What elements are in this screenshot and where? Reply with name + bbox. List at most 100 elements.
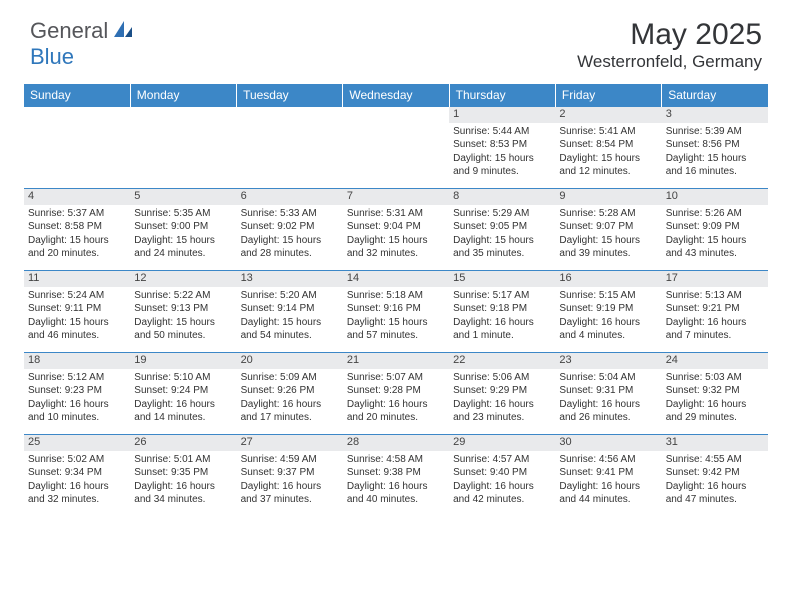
sunrise-line: Sunrise: 5:20 AM [241,289,339,303]
day-data-cell: Sunrise: 5:06 AMSunset: 9:29 PMDaylight:… [449,369,555,435]
sunset-line: Sunset: 9:32 PM [666,384,764,398]
location: Westerronfeld, Germany [577,52,762,72]
sunrise-line: Sunrise: 5:17 AM [453,289,551,303]
day-number-cell: 18 [24,353,130,369]
sunset-line: Sunset: 9:34 PM [28,466,126,480]
sunset-line: Sunset: 9:18 PM [453,302,551,316]
day-number-cell: 20 [237,353,343,369]
data-row: Sunrise: 5:02 AMSunset: 9:34 PM Daylight:… [24,451,768,517]
sunrise-line: Sunrise: 5:07 AM [347,371,445,385]
daylight-line: Daylight: 15 hours and 9 minutes. [453,152,551,179]
day-header-row: SundayMondayTuesdayWednesdayThursdayFrid… [24,84,768,107]
day-number-cell: 5 [130,189,236,205]
day-data-cell: Sunrise: 5:20 AMSunset: 9:14 PMDaylight:… [237,287,343,353]
sunset-line: Sunset: 9:42 PM [666,466,764,480]
sunset-line: Sunset: 9:14 PM [241,302,339,316]
data-row: Sunrise: 5:37 AMSunset: 8:58 PMDaylight:… [24,205,768,271]
day-number-cell: 13 [237,271,343,287]
calendar-head: SundayMondayTuesdayWednesdayThursdayFrid… [24,84,768,107]
daylight-line: Daylight: 16 hours and 14 minutes. [134,398,232,425]
sunrise-line: Sunrise: 5:09 AM [241,371,339,385]
sunset-line: Sunset: 9:04 PM [347,220,445,234]
day-data-cell: Sunrise: 4:57 AMSunset: 9:40 PMDaylight:… [449,451,555,517]
month-title: May 2025 [577,18,762,52]
daylight-line: Daylight: 16 hours and 17 minutes. [241,398,339,425]
sunset-line: Sunset: 9:11 PM [28,302,126,316]
sunset-line: Sunset: 9:40 PM [453,466,551,480]
daylight-line: Daylight: 16 hours and 4 minutes. [559,316,657,343]
day-number-cell: 31 [662,435,768,451]
sunrise-line: Sunrise: 5:02 AM [28,453,126,467]
calendar-body: 123 Sunrise: 5:44 AMSunset: 8:53 PMDayli… [24,107,768,517]
day-data-cell [343,123,449,189]
brand-logo: General [30,18,136,44]
sunset-line: Sunset: 9:02 PM [241,220,339,234]
day-number-cell: 23 [555,353,661,369]
day-number-cell: 22 [449,353,555,369]
sunset-line: Sunset: 8:58 PM [28,220,126,234]
daylight-line: Daylight: 15 hours and 12 minutes. [559,152,657,179]
sunset-line: Sunset: 9:31 PM [559,384,657,398]
sunset-line: Sunset: 8:54 PM [559,138,657,152]
day-data-cell: Sunrise: 5:31 AMSunset: 9:04 PMDaylight:… [343,205,449,271]
sunrise-line: Sunrise: 5:24 AM [28,289,126,303]
daynum-row: 18192021222324 [24,353,768,369]
sunrise-line: Sunrise: 5:31 AM [347,207,445,221]
sunset-line: Sunset: 9:09 PM [666,220,764,234]
day-data-cell: Sunrise: 5:26 AMSunset: 9:09 PMDaylight:… [662,205,768,271]
header: General May 2025 Westerronfeld, Germany [0,0,792,78]
sunrise-line: Sunrise: 5:44 AM [453,125,551,139]
day-number-cell: 14 [343,271,449,287]
day-data-cell [130,123,236,189]
day-number-cell: 24 [662,353,768,369]
day-number-cell: 11 [24,271,130,287]
daylight-line: Daylight: 16 hours and 1 minute. [453,316,551,343]
day-header: Friday [555,84,661,107]
day-data-cell: Sunrise: 5:09 AMSunset: 9:26 PMDaylight:… [237,369,343,435]
sunrise-line: Sunrise: 5:33 AM [241,207,339,221]
day-data-cell: Sunrise: 5:37 AMSunset: 8:58 PMDaylight:… [24,205,130,271]
sunrise-line: Sunrise: 4:59 AM [241,453,339,467]
day-data-cell: Sunrise: 4:55 AMSunset: 9:42 PMDaylight:… [662,451,768,517]
day-number-cell: 12 [130,271,236,287]
day-header: Monday [130,84,236,107]
sunrise-line: Sunrise: 5:03 AM [666,371,764,385]
day-data-cell: Sunrise: 5:41 AMSunset: 8:54 PMDaylight:… [555,123,661,189]
day-number-cell: 29 [449,435,555,451]
sunset-line: Sunset: 9:38 PM [347,466,445,480]
day-header: Sunday [24,84,130,107]
sunrise-line: Sunrise: 4:56 AM [559,453,657,467]
day-data-cell: Sunrise: 5:33 AMSunset: 9:02 PMDaylight:… [237,205,343,271]
sunset-line: Sunset: 9:07 PM [559,220,657,234]
day-number-cell: 25 [24,435,130,451]
day-data-cell: Sunrise: 5:22 AMSunset: 9:13 PMDaylight:… [130,287,236,353]
day-data-cell [237,123,343,189]
daylight-line: Daylight: 16 hours and 20 minutes. [347,398,445,425]
day-number-cell: 7 [343,189,449,205]
day-number-cell: 1 [449,107,555,123]
daynum-row: 45678910 [24,189,768,205]
day-header: Wednesday [343,84,449,107]
day-data-cell: Sunrise: 5:24 AMSunset: 9:11 PMDaylight:… [24,287,130,353]
daylight-line: Daylight: 15 hours and 39 minutes. [559,234,657,261]
sunset-line: Sunset: 9:13 PM [134,302,232,316]
day-data-cell: Sunrise: 5:12 AMSunset: 9:23 PMDaylight:… [24,369,130,435]
day-number-cell [130,107,236,123]
daylight-line: Daylight: 16 hours and 23 minutes. [453,398,551,425]
title-block: May 2025 Westerronfeld, Germany [577,18,762,72]
daylight-line: Daylight: 16 hours and 42 minutes. [453,480,551,507]
day-header: Thursday [449,84,555,107]
sunrise-line: Sunrise: 5:35 AM [134,207,232,221]
daylight-line: Daylight: 15 hours and 57 minutes. [347,316,445,343]
sunset-line: Sunset: 9:26 PM [241,384,339,398]
day-data-cell: Sunrise: 5:29 AMSunset: 9:05 PMDaylight:… [449,205,555,271]
day-number-cell: 3 [662,107,768,123]
daylight-line: Daylight: 16 hours and 26 minutes. [559,398,657,425]
sail-icon [112,19,134,44]
day-number-cell: 16 [555,271,661,287]
sunrise-line: Sunrise: 5:22 AM [134,289,232,303]
daylight-line: Daylight: 15 hours and 50 minutes. [134,316,232,343]
sunset-line: Sunset: 9:16 PM [347,302,445,316]
daylight-line: Daylight: 15 hours and 32 minutes. [347,234,445,261]
day-number-cell: 27 [237,435,343,451]
